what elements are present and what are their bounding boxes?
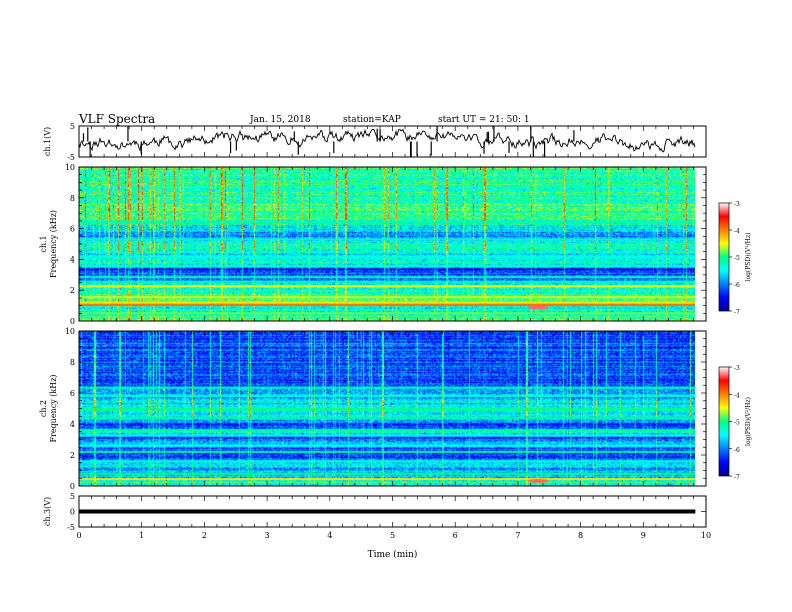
spectrogram-ch2-ytick-4: 4 xyxy=(70,420,75,429)
spectrogram-ch2-colorbar-label: log(PSD)(V²/Hz) xyxy=(745,397,752,446)
spectrogram-ch2-colorbar-tick--6: -6 xyxy=(734,447,740,454)
start-time-label: start UT = 21: 50: 1 xyxy=(438,115,530,125)
spectrogram-ch2-ytick-2: 2 xyxy=(70,451,75,460)
x-tick-label-0: 0 xyxy=(76,531,81,540)
spectrogram-ch1-colorbar-tick--7: -7 xyxy=(734,309,740,316)
x-axis-label: Time (min) xyxy=(368,549,418,560)
spectrogram-ch2-channel-label: ch.2 xyxy=(39,400,48,417)
x-tick-label-1: 1 xyxy=(139,531,144,540)
spectrogram-ch1-ylabel: Frequency (kHz) xyxy=(49,210,58,278)
x-tick-label-6: 6 xyxy=(453,531,458,540)
spectrogram-ch1-ytick-0: 0 xyxy=(70,317,75,326)
spectrogram-ch2-ytick-10: 10 xyxy=(65,327,75,336)
spectrogram-ch1-colorbar-tick--6: -6 xyxy=(734,282,740,289)
waveform-ch3-ytick-0: 5 xyxy=(70,492,75,501)
waveform-ch3-ylabel: ch.3(V) xyxy=(43,497,52,526)
x-tick-label-8: 8 xyxy=(578,531,583,540)
spectrogram-ch2-ytick-8: 8 xyxy=(70,358,75,367)
x-tick-label-7: 7 xyxy=(515,531,520,540)
waveform-ch1-ytick-1: -5 xyxy=(67,153,75,162)
waveform-ch1-trace xyxy=(78,128,696,153)
spectrogram-ch1-colorbar-tick--4: -4 xyxy=(734,228,740,235)
spectrogram-ch1-colorbar-tick--3: -3 xyxy=(734,201,740,208)
spectrogram-ch2-colorbar-tick--7: -7 xyxy=(734,474,740,481)
spectrogram-ch2-image xyxy=(79,331,695,486)
spectrogram-ch2-colorbar xyxy=(718,366,730,477)
spectrogram-ch1-colorbar-label: log(PSD)(V²/Hz) xyxy=(745,233,752,282)
waveform-ch1-ylabel: ch.1(V) xyxy=(43,127,52,156)
spectrogram-ch1-ytick-8: 8 xyxy=(70,194,75,203)
spectrogram-ch2-colorbar-tick--5: -5 xyxy=(734,420,740,427)
spectrogram-ch1-colorbar-tick--5: -5 xyxy=(734,255,740,262)
spectrogram-ch2-ytick-0: 0 xyxy=(70,482,75,491)
waveform-ch3-trace xyxy=(79,509,696,514)
waveform-ch3-ytick-2: -5 xyxy=(67,523,75,532)
spectrogram-ch1-ytick-4: 4 xyxy=(70,255,75,264)
spectrogram-ch1-channel-label: ch.1 xyxy=(39,235,48,252)
spectrogram-ch2-colorbar-tick--3: -3 xyxy=(734,365,740,372)
spectrogram-ch1-ytick-6: 6 xyxy=(70,225,75,234)
waveform-ch3-ytick-1: 0 xyxy=(70,508,75,517)
station-label: station=KAP xyxy=(343,115,401,125)
x-tick-label-10: 10 xyxy=(701,531,711,540)
x-tick-label-2: 2 xyxy=(202,531,207,540)
observation-date: Jan. 15, 2018 xyxy=(250,115,311,125)
spectrogram-ch2-colorbar-tick--4: -4 xyxy=(734,392,740,399)
waveform-ch1-ytick-0: 5 xyxy=(70,122,75,131)
x-tick-label-9: 9 xyxy=(641,531,646,540)
spectrogram-ch1-colorbar xyxy=(718,202,730,312)
spectrogram-ch2-ylabel: Frequency (kHz) xyxy=(49,374,58,442)
plot-title: VLF Spectra xyxy=(79,112,156,126)
spectrogram-ch2-ytick-6: 6 xyxy=(70,389,75,398)
x-tick-label-5: 5 xyxy=(390,531,395,540)
spectrogram-ch1-ytick-2: 2 xyxy=(70,286,75,295)
x-tick-label-4: 4 xyxy=(327,531,332,540)
spectrogram-ch1-image xyxy=(79,167,695,321)
x-tick-label-3: 3 xyxy=(265,531,270,540)
spectrogram-ch1-ytick-10: 10 xyxy=(65,163,75,172)
